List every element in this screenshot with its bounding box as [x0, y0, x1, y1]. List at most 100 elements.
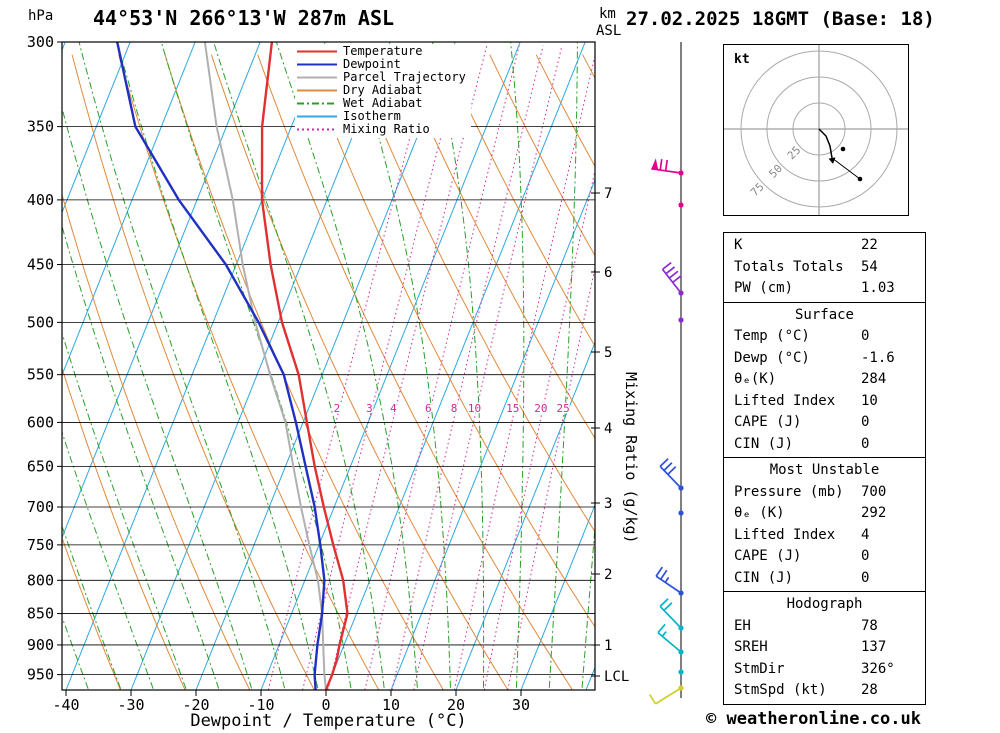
temperature-tick-label: 10: [382, 696, 400, 714]
wind-base-dot: [678, 202, 684, 208]
hodograph-arrowhead: [828, 157, 836, 164]
pressure-tick-label: 900: [27, 636, 54, 654]
stats-value: 326°: [861, 660, 895, 677]
wind-barb-full-tick: [663, 602, 673, 611]
wind-base-dot: [678, 510, 684, 516]
stats-section-header: Most Unstable: [769, 462, 880, 478]
stats-label: CAPE (J): [734, 548, 802, 564]
pressure-tick-label: 450: [27, 256, 54, 274]
hodograph-dot: [840, 146, 846, 152]
stats-box-indices: K 22 Totals Totals 54 PW (cm) 1.03: [723, 232, 926, 303]
stats-row: Totals Totals 54: [724, 257, 925, 279]
pressure-tick-label: 950: [27, 666, 54, 684]
hodograph-trace-extension: [831, 157, 861, 180]
stats-section-header: Hodograph: [786, 596, 863, 612]
legend-label: Parcel Trajectory: [343, 70, 466, 84]
temperature-tick-label: -10: [247, 696, 274, 714]
isotherm-line: [260, 42, 521, 690]
wind-level-dot: [678, 669, 684, 675]
stats-row: PW (cm) 1.03: [724, 278, 925, 300]
dry-adiabat-line: [303, 54, 595, 628]
wind-base-dot: [678, 669, 684, 675]
wind-barb: [659, 598, 684, 631]
legend-label: Dewpoint: [343, 57, 401, 71]
pressure-tick-label: 400: [27, 191, 54, 209]
temperature-tick-label: -30: [117, 696, 144, 714]
station-title: 44°53'N 266°13'W 287m ASL: [93, 6, 395, 30]
stats-label: StmDir: [734, 660, 785, 677]
dry-adiabat-line: [396, 54, 595, 440]
wet-adiabat-line: [62, 106, 253, 690]
wind-barb-full-tick: [668, 270, 679, 279]
mixing-ratio-value-label: 8: [451, 402, 458, 415]
hodograph-ring: [792, 102, 846, 156]
dry-adiabat-line: [164, 54, 444, 690]
temperature-tick-label: 30: [512, 696, 530, 714]
legend-line-sample: [297, 128, 337, 131]
isotherm-line: [62, 42, 261, 539]
dry-adiabat-line: [257, 54, 573, 690]
wind-barb-full-tick: [663, 462, 673, 471]
stats-label: Lifted Index: [734, 526, 836, 543]
km-tick-label: 5: [604, 345, 612, 361]
wind-barb-half-tick: [661, 631, 667, 637]
temperature-tick-label: 20: [447, 696, 465, 714]
stats-row: CAPE (J) 0: [724, 412, 925, 434]
stats-row: θₑ (K) 292: [724, 503, 925, 525]
wind-barb: [655, 566, 684, 596]
temperature-tick-label: -40: [52, 696, 79, 714]
wind-barb-full-tick: [659, 159, 663, 171]
isotherm-line: [62, 42, 196, 377]
wind-barb-staff: [659, 605, 682, 629]
legend-label: Temperature: [343, 44, 423, 58]
legend-label: Mixing Ratio: [343, 122, 430, 136]
mixing-ratio-line: [327, 45, 488, 690]
stats-label: EH: [734, 617, 751, 634]
dry-adiabat-line: [489, 54, 595, 257]
hodograph-trace: [818, 128, 833, 159]
stats-value: 54: [861, 258, 878, 275]
plot-border: [61, 41, 596, 691]
pressure-tick-label: 500: [27, 313, 54, 331]
wind-barb-full-tick: [659, 569, 668, 580]
stats-value: -1.6: [861, 349, 895, 366]
hodograph-ring: [740, 50, 898, 208]
stats-row: Pressure (mb) 700: [724, 482, 925, 504]
stats-value: 4: [861, 526, 870, 543]
stats-value: 10: [861, 392, 878, 409]
wind-barb: [661, 261, 684, 296]
mixing-ratio-value-label: 6: [425, 402, 432, 415]
km-tick-label: 4: [604, 421, 612, 437]
stats-label: Lifted Index: [734, 392, 836, 409]
legend-item-dry-adiabat: Dry Adiabat: [297, 84, 466, 97]
legend-item-parcel-trajectory: Parcel Trajectory: [297, 71, 466, 84]
dry-adiabat-line: [62, 366, 186, 690]
temperature-curve: [260, 42, 349, 690]
dry-adiabat-line: [62, 536, 121, 690]
hodograph-ring-label: 50: [766, 162, 785, 181]
wind-barb-flag: [651, 158, 659, 170]
mixing-ratio-line: [364, 45, 520, 690]
km-tick-label: 7: [604, 186, 612, 202]
stats-row: CAPE (J) 0: [724, 546, 925, 568]
stats-value: 700: [861, 483, 887, 500]
legend-line-sample: [297, 63, 337, 66]
dry-adiabat-line: [350, 54, 595, 533]
stats-label: PW (cm): [734, 280, 794, 296]
legend: Temperature Dewpoint Parcel Trajectory Dry …: [295, 44, 471, 138]
stats-value: 292: [861, 505, 887, 521]
isotherm-line: [390, 178, 595, 690]
hodograph-dot: [857, 176, 863, 182]
wind-barb-staff: [661, 268, 682, 294]
mixing-ratio-line: [267, 45, 435, 690]
isotherm-line: [455, 341, 595, 690]
mixing-ratio-line: [413, 45, 563, 690]
stats-label: CIN (J): [734, 435, 794, 452]
stats-value: 0: [861, 328, 870, 344]
wind-barb-full-tick: [659, 598, 669, 608]
legend-item-isotherm: Isotherm: [297, 110, 466, 123]
stats-value: 284: [861, 371, 887, 387]
legend-item-wet-adiabat: Wet Adiabat: [297, 97, 466, 110]
wind-barb-staff: [659, 465, 682, 489]
